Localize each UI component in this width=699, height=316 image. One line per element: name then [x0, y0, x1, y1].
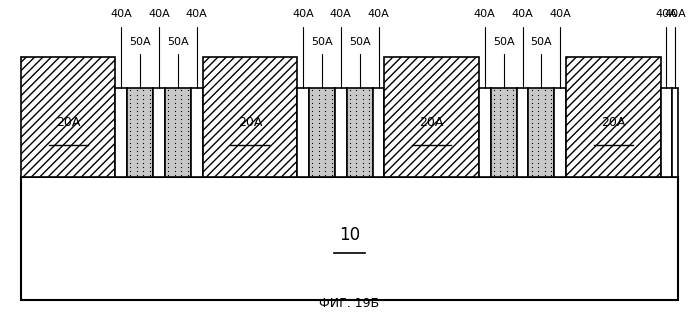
- Text: 50A: 50A: [493, 37, 514, 47]
- Bar: [528, 88, 554, 177]
- Text: 40A: 40A: [148, 9, 170, 19]
- Text: 40A: 40A: [368, 9, 389, 19]
- Text: 50A: 50A: [167, 37, 189, 47]
- Text: 20A: 20A: [419, 116, 444, 130]
- Bar: [191, 88, 203, 177]
- Bar: [373, 88, 384, 177]
- Text: 40A: 40A: [664, 9, 686, 19]
- Text: 40A: 40A: [474, 9, 496, 19]
- Text: 40A: 40A: [549, 9, 571, 19]
- Text: 40A: 40A: [186, 9, 208, 19]
- Bar: [127, 88, 153, 177]
- Text: 20A: 20A: [56, 116, 80, 130]
- Bar: [479, 88, 491, 177]
- Text: 50A: 50A: [349, 37, 370, 47]
- Bar: [554, 88, 566, 177]
- Bar: [517, 88, 528, 177]
- Text: ФИГ. 19Б: ФИГ. 19Б: [319, 297, 380, 310]
- Text: 20A: 20A: [238, 116, 262, 130]
- Bar: [21, 57, 115, 177]
- Bar: [165, 88, 191, 177]
- Bar: [491, 88, 517, 177]
- Bar: [153, 88, 165, 177]
- Text: 50A: 50A: [129, 37, 151, 47]
- Text: 40A: 40A: [656, 9, 677, 19]
- Text: 40A: 40A: [292, 9, 314, 19]
- Text: 50A: 50A: [311, 37, 333, 47]
- Text: 40A: 40A: [512, 9, 533, 19]
- Text: 40A: 40A: [330, 9, 352, 19]
- Bar: [203, 57, 297, 177]
- Bar: [21, 177, 678, 300]
- Bar: [347, 88, 373, 177]
- Bar: [384, 57, 479, 177]
- Bar: [661, 88, 672, 177]
- Bar: [297, 88, 309, 177]
- Bar: [115, 88, 127, 177]
- Bar: [309, 88, 335, 177]
- Text: 10: 10: [339, 227, 360, 244]
- Bar: [566, 57, 661, 177]
- Text: 20A: 20A: [601, 116, 626, 130]
- Bar: [672, 88, 678, 177]
- Bar: [335, 88, 347, 177]
- Text: 40A: 40A: [110, 9, 132, 19]
- Text: 50A: 50A: [531, 37, 552, 47]
